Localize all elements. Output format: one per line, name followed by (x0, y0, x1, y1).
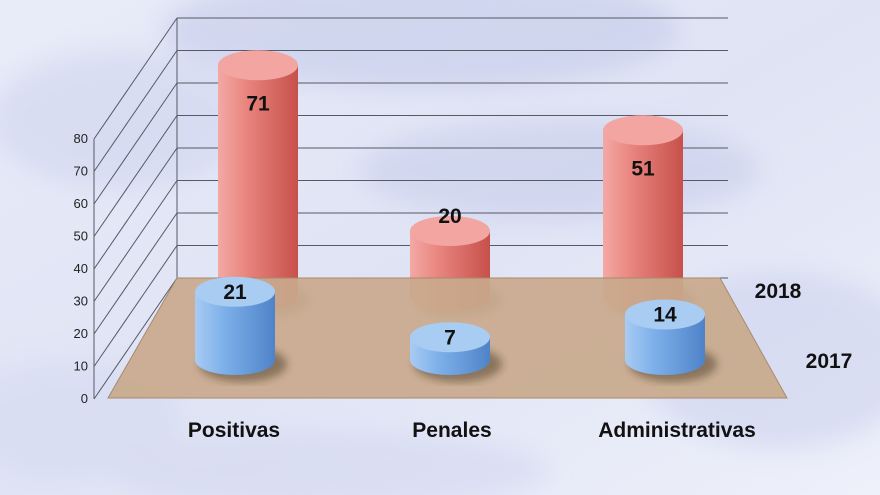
category-label: Penales (412, 419, 491, 442)
y-tick-label: 0 (81, 391, 88, 406)
y-tick-label: 70 (74, 164, 88, 179)
y-tick-label: 10 (74, 359, 88, 374)
data-label-2018: 71 (246, 92, 270, 115)
data-label-2017: 7 (444, 326, 456, 349)
data-label-2017: 14 (653, 304, 677, 327)
chart-labels: 0 10 20 30 40 50 60 70 80 71 20 51 21 7 14 Positivas Pen… (74, 92, 853, 442)
bar-2017-administrativas (625, 299, 717, 382)
bar-body (603, 130, 683, 311)
series-label-2017: 2017 (806, 350, 853, 373)
y-tick-label: 50 (74, 229, 88, 244)
gridline-left-wall (93, 115, 178, 237)
series-2017-bars (195, 276, 717, 382)
bar-body (625, 314, 705, 375)
data-label-2017: 21 (223, 281, 247, 304)
bar-body (195, 291, 275, 375)
y-tick-label: 60 (74, 196, 88, 211)
gridline-left-wall (93, 17, 178, 140)
data-label-2018: 20 (438, 205, 461, 228)
bar-top (195, 276, 275, 307)
gridline-left-wall (93, 147, 178, 270)
bar-top (603, 115, 683, 146)
gridline-left-wall (93, 212, 178, 335)
y-tick-label: 80 (74, 131, 88, 146)
y-tick-label: 40 (74, 261, 88, 276)
y-tick-label: 20 (74, 326, 88, 341)
gridline-left-wall (93, 50, 178, 172)
bar-top (410, 216, 490, 246)
bar-top (625, 299, 705, 330)
bar-top (218, 50, 298, 81)
bar-2017-positivas (195, 276, 287, 382)
gridline-left-wall (93, 277, 178, 400)
bar-top (410, 322, 490, 353)
category-label: Positivas (188, 419, 280, 442)
gridline-left-wall (93, 180, 178, 302)
gridline-left-wall (93, 82, 178, 205)
category-label: Administrativas (598, 419, 756, 442)
bar-body (218, 65, 298, 311)
gridline-left-wall (93, 245, 178, 367)
series-label-2018: 2018 (755, 280, 802, 303)
bar-2017-penales (410, 322, 502, 382)
data-label-2018: 51 (631, 157, 655, 180)
y-tick-label: 30 (74, 294, 88, 309)
